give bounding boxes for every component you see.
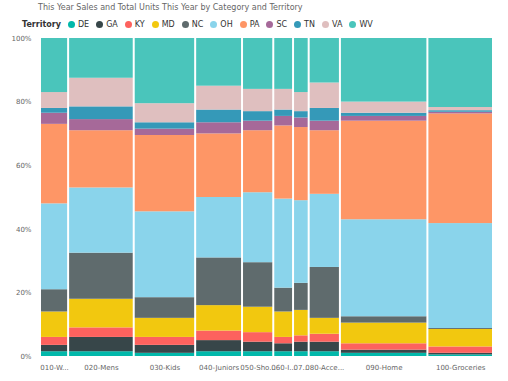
svg-text:060-I...: 060-I... (271, 364, 296, 372)
html-text:OH: OH (220, 19, 233, 29)
svg-text:07...: 07... (293, 364, 310, 373)
svg-text:100%: 100% (11, 35, 31, 43)
html-text:KY: KY (134, 19, 145, 29)
svg-text:050-Sho...: 050-Sho... (240, 364, 276, 373)
html-text:DE: DE (77, 19, 90, 29)
html-text:NC: NC (191, 19, 204, 29)
svg-text:020-Mens: 020-Mens (84, 364, 119, 372)
svg-text:40%: 40% (16, 226, 32, 234)
svg-text:090-Home: 090-Home (366, 364, 403, 372)
html-text:MD: MD (161, 19, 175, 29)
svg-text:010-W...: 010-W... (40, 364, 68, 372)
html-text:GA: GA (106, 19, 118, 29)
html-text:VA: VA (332, 19, 343, 29)
svg-text:0%: 0% (20, 353, 31, 361)
svg-text:030-Kids: 030-Kids (150, 364, 181, 372)
html-text:SC: SC (276, 19, 288, 29)
html-text:TN: TN (304, 19, 315, 29)
svg-text:80%: 80% (16, 98, 32, 106)
html-text:PA: PA (249, 19, 260, 29)
html-text:WV: WV (359, 19, 373, 29)
svg-text:20%: 20% (16, 289, 32, 297)
html-text:Territory: Territory (22, 19, 61, 29)
html-text:This Year Sales and Total Unit: This Year Sales and Total Units This Yea… (38, 3, 303, 12)
svg-text:040-Juniors: 040-Juniors (199, 364, 239, 372)
svg-text:100-Groceries: 100-Groceries (436, 364, 486, 372)
svg-text:080-Acce...: 080-Acce... (305, 364, 344, 372)
svg-text:60%: 60% (16, 162, 32, 170)
